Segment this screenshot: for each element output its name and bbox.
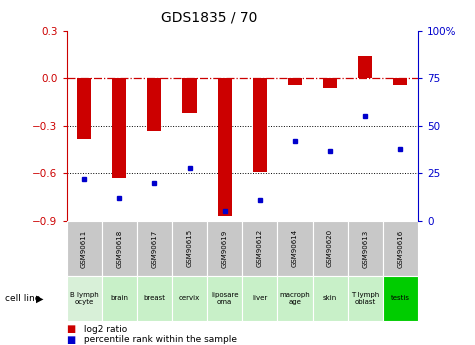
Bar — [137, 221, 172, 276]
Bar — [313, 221, 348, 276]
Bar — [383, 276, 418, 321]
Bar — [393, 79, 408, 85]
Text: GSM90620: GSM90620 — [327, 229, 333, 267]
Bar — [242, 276, 277, 321]
Text: log2 ratio: log2 ratio — [81, 325, 127, 334]
Text: GSM90618: GSM90618 — [116, 229, 122, 267]
Text: ■: ■ — [66, 325, 76, 334]
Bar — [207, 221, 242, 276]
Text: cell line: cell line — [5, 294, 40, 303]
Bar — [383, 221, 418, 276]
Bar — [102, 276, 137, 321]
Bar — [348, 276, 383, 321]
Bar — [172, 276, 207, 321]
Bar — [242, 221, 277, 276]
Bar — [277, 221, 313, 276]
Text: liposare
oma: liposare oma — [211, 292, 238, 305]
Text: GSM90615: GSM90615 — [187, 229, 192, 267]
Bar — [218, 79, 232, 216]
Text: B lymph
ocyte: B lymph ocyte — [70, 292, 98, 305]
Text: GSM90612: GSM90612 — [257, 229, 263, 267]
Text: brain: brain — [110, 295, 128, 302]
Text: macroph
age: macroph age — [280, 292, 310, 305]
Bar — [77, 79, 91, 139]
Bar — [313, 276, 348, 321]
Bar — [147, 79, 162, 131]
Bar — [253, 79, 267, 172]
Text: ▶: ▶ — [36, 294, 43, 303]
Text: liver: liver — [252, 295, 267, 302]
Bar — [207, 276, 242, 321]
Text: GSM90617: GSM90617 — [152, 229, 157, 267]
Text: GSM90611: GSM90611 — [81, 229, 87, 267]
Bar — [112, 79, 126, 178]
Bar — [277, 276, 313, 321]
Bar — [66, 276, 102, 321]
Text: percentile rank within the sample: percentile rank within the sample — [81, 335, 237, 344]
Bar — [66, 221, 102, 276]
Bar — [182, 79, 197, 113]
Bar — [348, 221, 383, 276]
Text: breast: breast — [143, 295, 165, 302]
Bar — [137, 276, 172, 321]
Bar — [172, 221, 207, 276]
Text: GSM90613: GSM90613 — [362, 229, 368, 267]
Text: GSM90619: GSM90619 — [222, 229, 228, 267]
Text: GSM90616: GSM90616 — [398, 229, 403, 267]
Bar — [323, 79, 337, 88]
Text: cervix: cervix — [179, 295, 200, 302]
Text: GSM90614: GSM90614 — [292, 229, 298, 267]
Text: testis: testis — [391, 295, 410, 302]
Bar — [102, 221, 137, 276]
Bar — [358, 56, 372, 79]
Text: T lymph
oblast: T lymph oblast — [351, 292, 380, 305]
Bar — [288, 79, 302, 85]
Text: GDS1835 / 70: GDS1835 / 70 — [161, 10, 257, 24]
Text: ■: ■ — [66, 335, 76, 345]
Text: skin: skin — [323, 295, 337, 302]
